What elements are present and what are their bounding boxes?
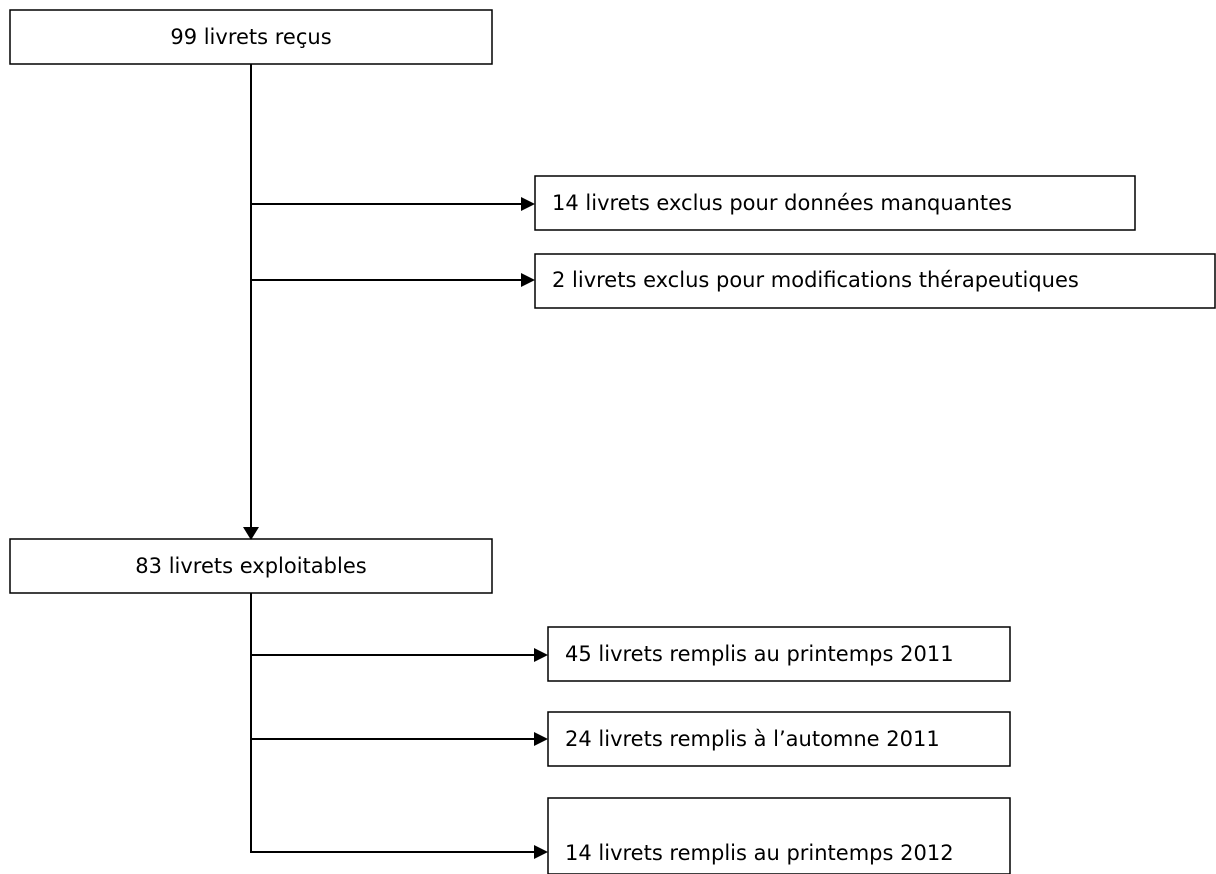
box <box>534 253 1216 309</box>
arrowhead <box>534 648 548 662</box>
box <box>9 538 493 594</box>
node-label: 14 livrets exclus pour données manquante… <box>552 191 1012 215</box>
arrowhead <box>243 527 259 540</box>
node-label: 24 livrets remplis à l’automne 2011 <box>565 727 940 751</box>
arrowhead <box>521 273 535 287</box>
box <box>9 9 493 65</box>
node-label: 83 livrets exploitables <box>135 554 366 578</box>
arrowhead <box>521 197 535 211</box>
arrowhead <box>534 732 548 746</box>
box <box>547 797 1011 874</box>
node-label: 99 livrets reçus <box>170 25 331 49</box>
node-label: 45 livrets remplis au printemps 2011 <box>565 642 954 666</box>
arrowhead <box>534 845 548 859</box>
box <box>547 626 1011 682</box>
node-label: 2 livrets exclus pour modifications thér… <box>552 268 1079 292</box>
node-label: 14 livrets remplis au printemps 2012 <box>565 841 954 865</box>
box <box>534 175 1136 231</box>
